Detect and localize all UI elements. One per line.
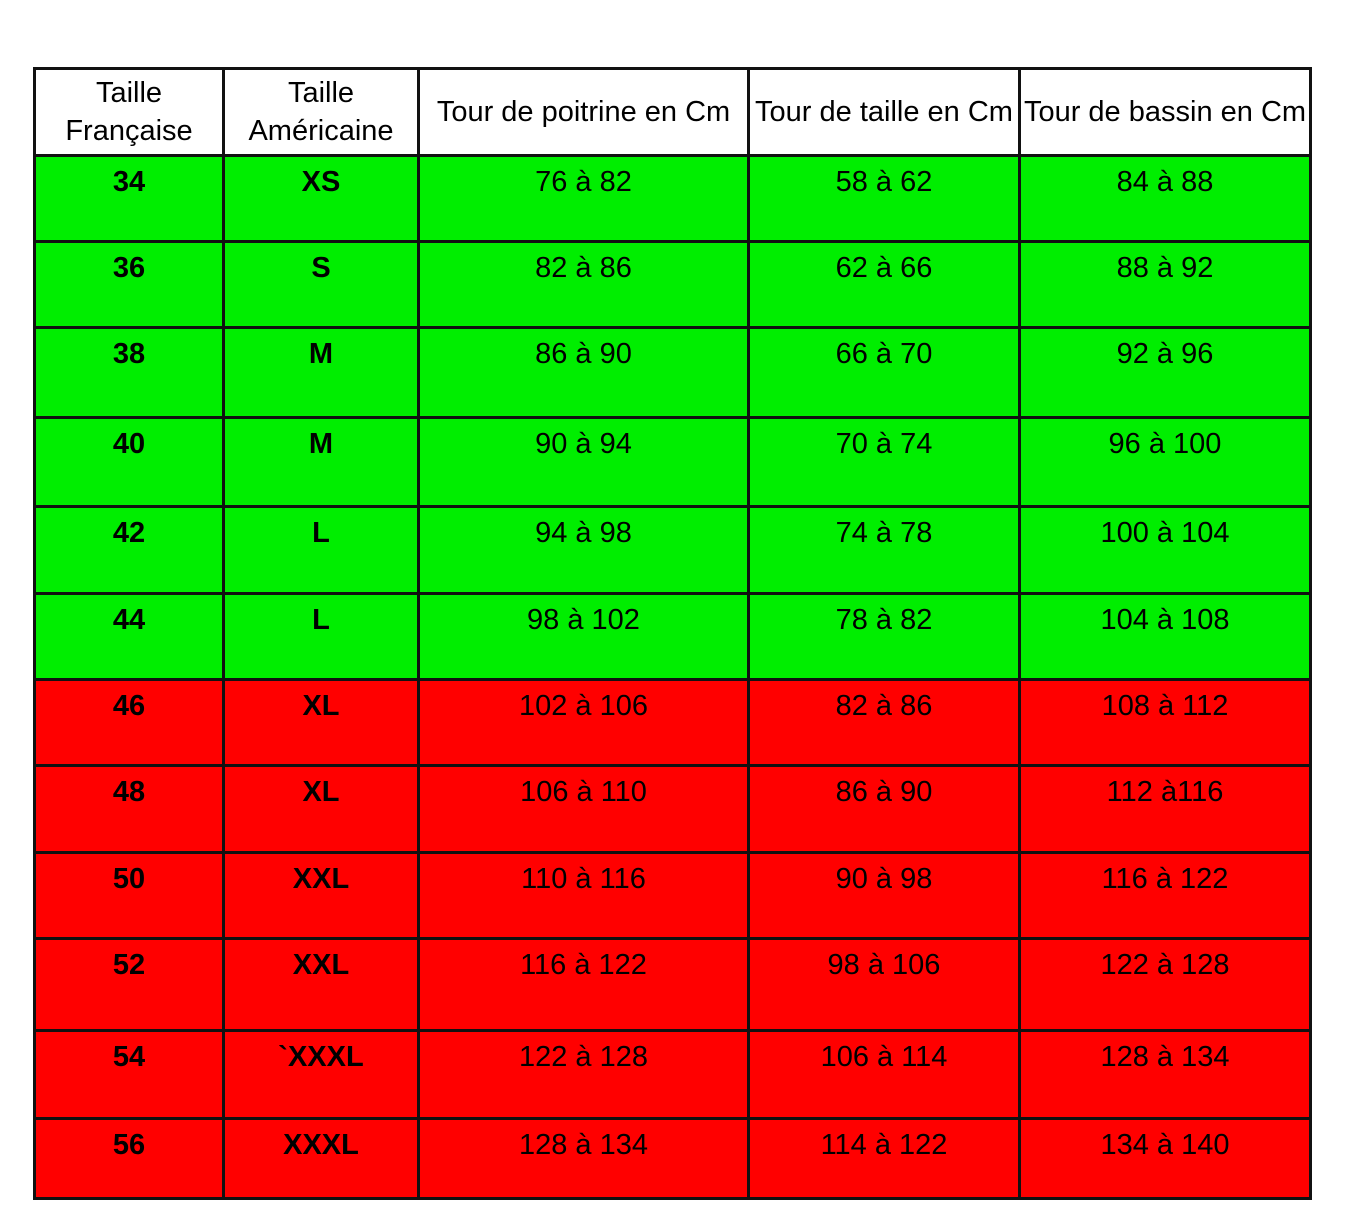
cell-tour-de-poitrine: 86 à 90 bbox=[417, 326, 750, 419]
cell-tour-de-bassin: 88 à 92 bbox=[1018, 240, 1312, 329]
cell-tour-de-poitrine: 94 à 98 bbox=[417, 505, 750, 595]
table-row: 50 XXL 110 à 116 90 à 98 116 à 122 bbox=[33, 851, 1312, 940]
cell-tour-de-bassin: 108 à 112 bbox=[1018, 678, 1312, 767]
table-row: 44 L 98 à 102 78 à 82 104 à 108 bbox=[33, 592, 1312, 681]
cell-taille-americaine: L bbox=[222, 592, 420, 681]
cell-tour-de-bassin: 112 à116 bbox=[1018, 764, 1312, 854]
table-row: 56 XXXL 128 à 134 114 à 122 134 à 140 bbox=[33, 1117, 1312, 1200]
cell-tour-de-taille: 58 à 62 bbox=[747, 154, 1021, 243]
cell-tour-de-poitrine: 106 à 110 bbox=[417, 764, 750, 854]
cell-tour-de-taille: 74 à 78 bbox=[747, 505, 1021, 595]
cell-taille-americaine: XXL bbox=[222, 851, 420, 940]
cell-tour-de-poitrine: 116 à 122 bbox=[417, 937, 750, 1032]
cell-taille-francaise: 38 bbox=[33, 326, 225, 419]
table-row: 38 M 86 à 90 66 à 70 92 à 96 bbox=[33, 326, 1312, 419]
header-taille-francaise: Taille Française bbox=[33, 67, 225, 157]
header-tour-de-poitrine: Tour de poitrine en Cm bbox=[417, 67, 750, 157]
cell-tour-de-poitrine: 128 à 134 bbox=[417, 1117, 750, 1200]
header-row: Taille Française Taille Américaine Tour … bbox=[33, 67, 1312, 157]
cell-tour-de-bassin: 134 à 140 bbox=[1018, 1117, 1312, 1200]
cell-tour-de-bassin: 122 à 128 bbox=[1018, 937, 1312, 1032]
cell-tour-de-taille: 70 à 74 bbox=[747, 416, 1021, 508]
cell-taille-americaine: XXXL bbox=[222, 1117, 420, 1200]
cell-tour-de-taille: 86 à 90 bbox=[747, 764, 1021, 854]
table-row: 48 XL 106 à 110 86 à 90 112 à116 bbox=[33, 764, 1312, 854]
cell-taille-americaine: XXL bbox=[222, 937, 420, 1032]
cell-tour-de-taille: 114 à 122 bbox=[747, 1117, 1021, 1200]
cell-taille-francaise: 42 bbox=[33, 505, 225, 595]
header-tour-de-taille: Tour de taille en Cm bbox=[747, 67, 1021, 157]
cell-tour-de-bassin: 96 à 100 bbox=[1018, 416, 1312, 508]
cell-tour-de-taille: 66 à 70 bbox=[747, 326, 1021, 419]
cell-taille-francaise: 44 bbox=[33, 592, 225, 681]
cell-tour-de-taille: 62 à 66 bbox=[747, 240, 1021, 329]
table-row: 36 S 82 à 86 62 à 66 88 à 92 bbox=[33, 240, 1312, 329]
cell-tour-de-poitrine: 76 à 82 bbox=[417, 154, 750, 243]
cell-tour-de-bassin: 92 à 96 bbox=[1018, 326, 1312, 419]
cell-taille-francaise: 40 bbox=[33, 416, 225, 508]
table-row: 40 M 90 à 94 70 à 74 96 à 100 bbox=[33, 416, 1312, 508]
cell-tour-de-bassin: 104 à 108 bbox=[1018, 592, 1312, 681]
table-body: 34 XS 76 à 82 58 à 62 84 à 88 36 S 82 à … bbox=[33, 154, 1312, 1200]
size-chart-table: Taille Française Taille Américaine Tour … bbox=[33, 67, 1312, 1200]
cell-tour-de-bassin: 100 à 104 bbox=[1018, 505, 1312, 595]
header-tour-de-bassin: Tour de bassin en Cm bbox=[1018, 67, 1312, 157]
cell-taille-americaine: S bbox=[222, 240, 420, 329]
cell-taille-francaise: 46 bbox=[33, 678, 225, 767]
cell-taille-francaise: 34 bbox=[33, 154, 225, 243]
cell-taille-americaine: XS bbox=[222, 154, 420, 243]
cell-tour-de-taille: 78 à 82 bbox=[747, 592, 1021, 681]
cell-taille-francaise: 52 bbox=[33, 937, 225, 1032]
table-row: 42 L 94 à 98 74 à 78 100 à 104 bbox=[33, 505, 1312, 595]
table-row: 54 `XXXL 122 à 128 106 à 114 128 à 134 bbox=[33, 1029, 1312, 1120]
cell-tour-de-taille: 98 à 106 bbox=[747, 937, 1021, 1032]
cell-taille-francaise: 48 bbox=[33, 764, 225, 854]
cell-tour-de-taille: 106 à 114 bbox=[747, 1029, 1021, 1120]
cell-taille-americaine: XL bbox=[222, 764, 420, 854]
table-row: 52 XXL 116 à 122 98 à 106 122 à 128 bbox=[33, 937, 1312, 1032]
cell-tour-de-poitrine: 90 à 94 bbox=[417, 416, 750, 508]
table-row: 34 XS 76 à 82 58 à 62 84 à 88 bbox=[33, 154, 1312, 243]
cell-tour-de-taille: 82 à 86 bbox=[747, 678, 1021, 767]
cell-taille-francaise: 56 bbox=[33, 1117, 225, 1200]
cell-tour-de-poitrine: 102 à 106 bbox=[417, 678, 750, 767]
cell-taille-francaise: 54 bbox=[33, 1029, 225, 1120]
cell-tour-de-poitrine: 98 à 102 bbox=[417, 592, 750, 681]
cell-tour-de-bassin: 116 à 122 bbox=[1018, 851, 1312, 940]
cell-tour-de-bassin: 84 à 88 bbox=[1018, 154, 1312, 243]
cell-taille-americaine: XL bbox=[222, 678, 420, 767]
cell-tour-de-poitrine: 122 à 128 bbox=[417, 1029, 750, 1120]
cell-taille-francaise: 50 bbox=[33, 851, 225, 940]
cell-taille-francaise: 36 bbox=[33, 240, 225, 329]
header-taille-americaine: Taille Américaine bbox=[222, 67, 420, 157]
table-header: Taille Française Taille Américaine Tour … bbox=[33, 67, 1312, 157]
cell-taille-americaine: L bbox=[222, 505, 420, 595]
cell-tour-de-poitrine: 110 à 116 bbox=[417, 851, 750, 940]
cell-taille-americaine: M bbox=[222, 326, 420, 419]
cell-tour-de-taille: 90 à 98 bbox=[747, 851, 1021, 940]
cell-taille-americaine: `XXXL bbox=[222, 1029, 420, 1120]
cell-tour-de-bassin: 128 à 134 bbox=[1018, 1029, 1312, 1120]
cell-taille-americaine: M bbox=[222, 416, 420, 508]
table-row: 46 XL 102 à 106 82 à 86 108 à 112 bbox=[33, 678, 1312, 767]
cell-tour-de-poitrine: 82 à 86 bbox=[417, 240, 750, 329]
